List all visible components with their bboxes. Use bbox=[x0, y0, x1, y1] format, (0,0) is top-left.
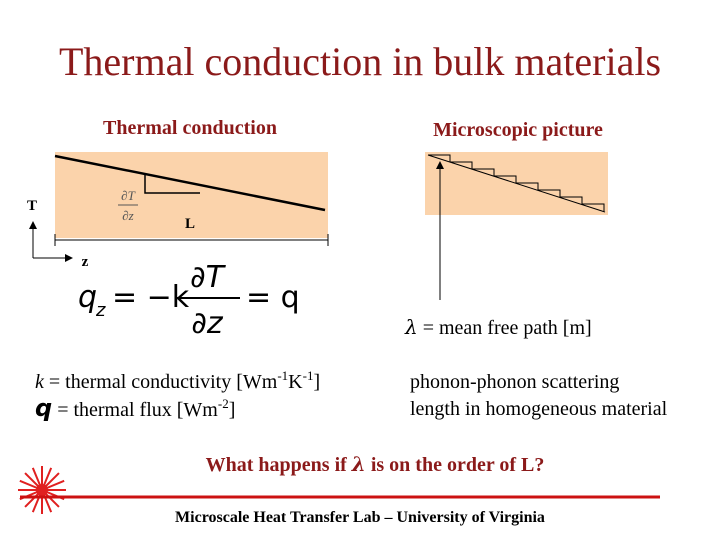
position-label: z bbox=[82, 254, 89, 270]
phonon-note-line: length in homogeneous material bbox=[410, 398, 668, 420]
q-definition: q = thermal flux [Wm-2] bbox=[35, 394, 235, 422]
eq-subscript: z bbox=[95, 300, 106, 321]
temperature-label: T bbox=[27, 198, 37, 214]
gradient-numerator: ∂T bbox=[121, 188, 135, 203]
q-symbol: q bbox=[35, 394, 52, 422]
fourier-equation: q z = −k ∂T ∂z = q bbox=[78, 260, 300, 341]
slope-triangle bbox=[144, 174, 200, 194]
q-text: = thermal flux [Wm bbox=[52, 399, 218, 421]
k-exp1: -1 bbox=[277, 368, 288, 383]
slide-title: Thermal conduction in bulk materials bbox=[59, 39, 661, 84]
eq-result: = q bbox=[246, 280, 300, 315]
k-close: ] bbox=[313, 371, 320, 393]
eq-flux: q bbox=[78, 280, 97, 315]
length-label: L bbox=[185, 216, 195, 232]
q-close: ] bbox=[229, 399, 236, 421]
lambda-text: = mean free path [m] bbox=[418, 317, 592, 339]
phonon-note-line: phonon-phonon scattering bbox=[410, 371, 619, 393]
eq-denominator: ∂z bbox=[191, 306, 224, 341]
phonon-steps bbox=[428, 154, 605, 211]
left-heading: Thermal conduction bbox=[103, 117, 277, 139]
question: What happens if λ is on the order of L? bbox=[206, 452, 545, 476]
question-before: What happens if bbox=[206, 454, 352, 476]
lambda-definition: λ = mean free path [m] bbox=[404, 315, 592, 339]
lambda-symbol: λ bbox=[404, 315, 418, 339]
k-unit2: K bbox=[288, 371, 303, 393]
question-after: is on the order of L? bbox=[366, 454, 545, 476]
q-exp: -2 bbox=[218, 396, 229, 411]
k-exp2: -1 bbox=[303, 368, 314, 383]
temperature-profile bbox=[54, 154, 326, 212]
k-text: = thermal conductivity [Wm bbox=[44, 371, 278, 393]
k-symbol: k bbox=[35, 371, 45, 393]
logo-center bbox=[36, 484, 48, 496]
footer: Microscale Heat Transfer Lab – Universit… bbox=[175, 509, 545, 526]
k-definition: k = thermal conductivity [Wm-1K-1] bbox=[35, 368, 320, 393]
gradient-denominator: ∂z bbox=[122, 208, 133, 223]
eq-numerator: ∂T bbox=[190, 260, 227, 295]
right-heading: Microscopic picture bbox=[433, 119, 603, 141]
question-symbol: λ bbox=[351, 452, 366, 476]
